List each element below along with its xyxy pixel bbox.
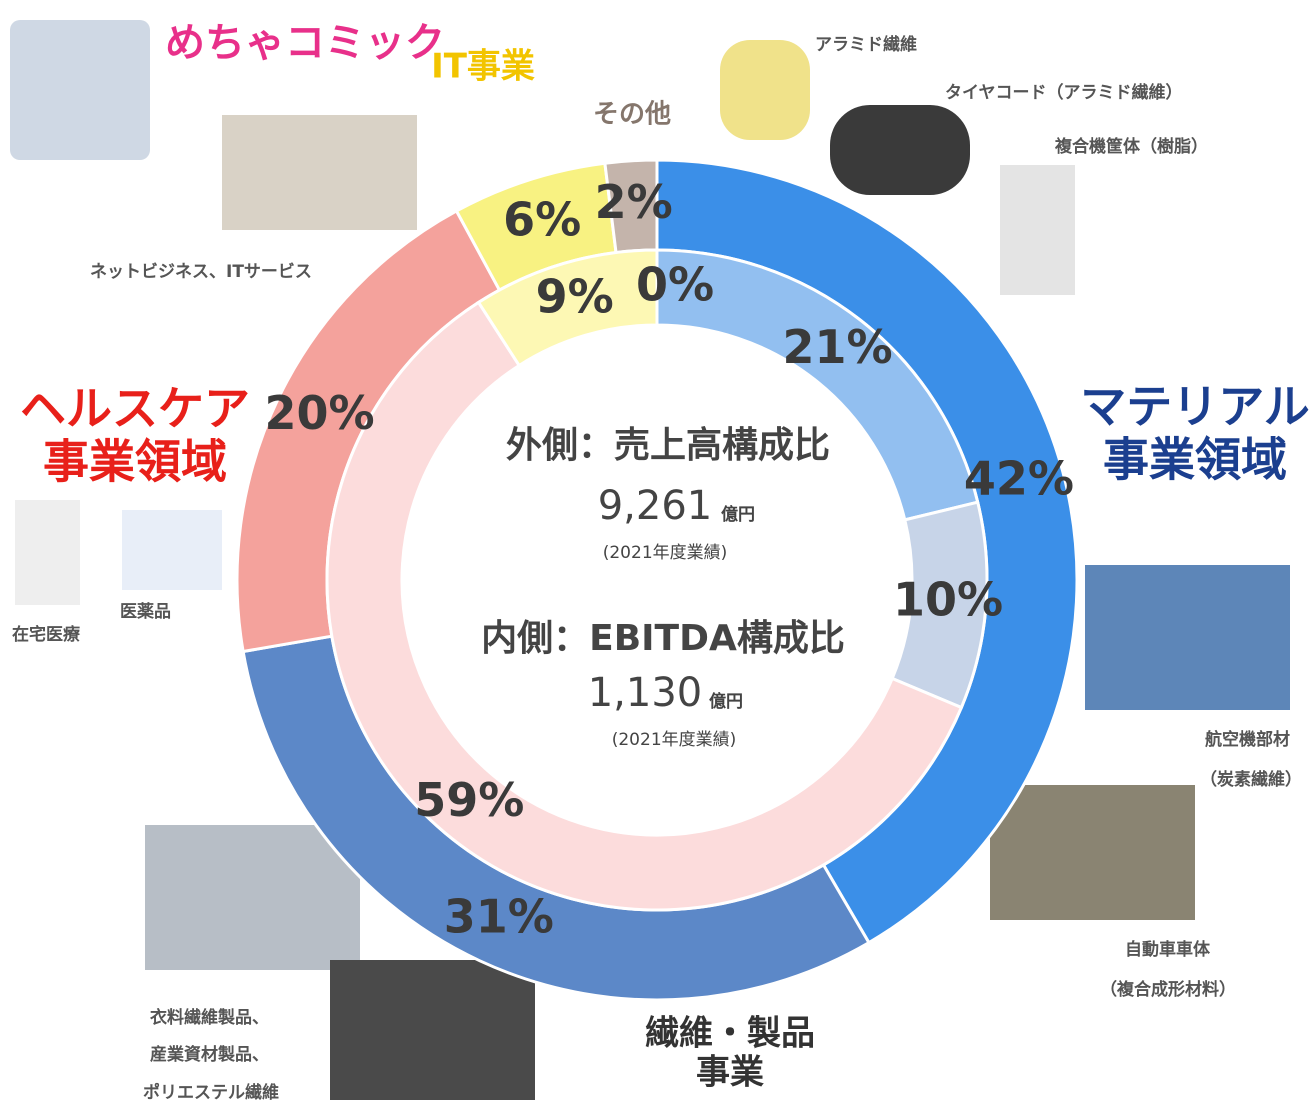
category-label: 繊維・製品 bbox=[645, 1014, 815, 1054]
note: (2021年度業績) bbox=[612, 730, 737, 750]
unit: 億円 bbox=[709, 691, 743, 712]
caption: 複合機筐体（樹脂） bbox=[1054, 136, 1208, 157]
value-label: 59% bbox=[414, 773, 524, 827]
value-label: 10% bbox=[893, 573, 1003, 627]
medicine-image bbox=[122, 510, 222, 590]
category-label: 事業領域 bbox=[1103, 432, 1287, 486]
category-label: マテリアル bbox=[1080, 380, 1310, 434]
value-label: 0% bbox=[636, 258, 714, 312]
caption: アラミド繊維 bbox=[815, 34, 917, 55]
category-label: 事業領域 bbox=[43, 434, 227, 488]
car-image bbox=[990, 785, 1195, 920]
outer-title: 外側：売上高構成比 bbox=[506, 425, 830, 466]
value-label: 20% bbox=[264, 386, 374, 440]
caption: 航空機部材 bbox=[1205, 729, 1290, 750]
chart: めちゃコミック ネットビジネス、ITサービス アラミド繊維 タイヤコード（アラミ… bbox=[0, 0, 1312, 1104]
caption: 衣料繊維製品、 bbox=[150, 1007, 269, 1028]
home-care-image bbox=[15, 500, 80, 605]
value-label: 42% bbox=[964, 452, 1074, 506]
caption: ポリエステル繊維 bbox=[143, 1082, 279, 1103]
category-label: 事業 bbox=[696, 1053, 764, 1093]
category-label: IT事業 bbox=[431, 47, 535, 87]
note: (2021年度業績) bbox=[603, 543, 728, 563]
aircraft-image bbox=[1085, 565, 1290, 710]
caption: 自動車車体 bbox=[1125, 939, 1211, 960]
copier-image bbox=[1000, 165, 1075, 295]
caption: ネットビジネス、ITサービス bbox=[90, 262, 312, 282]
unit: 億円 bbox=[721, 504, 755, 525]
value-label: 31% bbox=[444, 890, 554, 944]
caption: （炭素繊維） bbox=[1200, 769, 1302, 790]
seat-image bbox=[330, 960, 535, 1100]
value-label: 6% bbox=[503, 192, 581, 246]
inner-total: 1,130 bbox=[588, 670, 703, 716]
center-text: 外側：売上高構成比 9,261 億円 (2021年度業績) 内側：EBITDA構… bbox=[481, 425, 845, 750]
caption: 医薬品 bbox=[120, 602, 171, 622]
category-label: ヘルスケア bbox=[20, 382, 250, 436]
clothing-image bbox=[145, 825, 360, 970]
caption: （複合成形材料） bbox=[1100, 979, 1236, 1000]
caption: 産業資材製品、 bbox=[150, 1044, 269, 1065]
comic-logo: めちゃコミック bbox=[165, 20, 445, 66]
office-image bbox=[222, 115, 417, 230]
tire-image bbox=[830, 105, 970, 195]
caption: 在宅医療 bbox=[12, 624, 81, 645]
value-label: 9% bbox=[536, 269, 614, 323]
value-label: 2% bbox=[595, 175, 673, 229]
tablet-image bbox=[10, 20, 150, 160]
inner-title: 内側：EBITDA構成比 bbox=[481, 618, 845, 659]
aramid-image bbox=[720, 40, 810, 140]
outer-total: 9,261 bbox=[598, 483, 713, 529]
caption: タイヤコード（アラミド繊維） bbox=[945, 82, 1183, 103]
value-label: 21% bbox=[782, 320, 892, 374]
category-label: その他 bbox=[593, 100, 671, 130]
